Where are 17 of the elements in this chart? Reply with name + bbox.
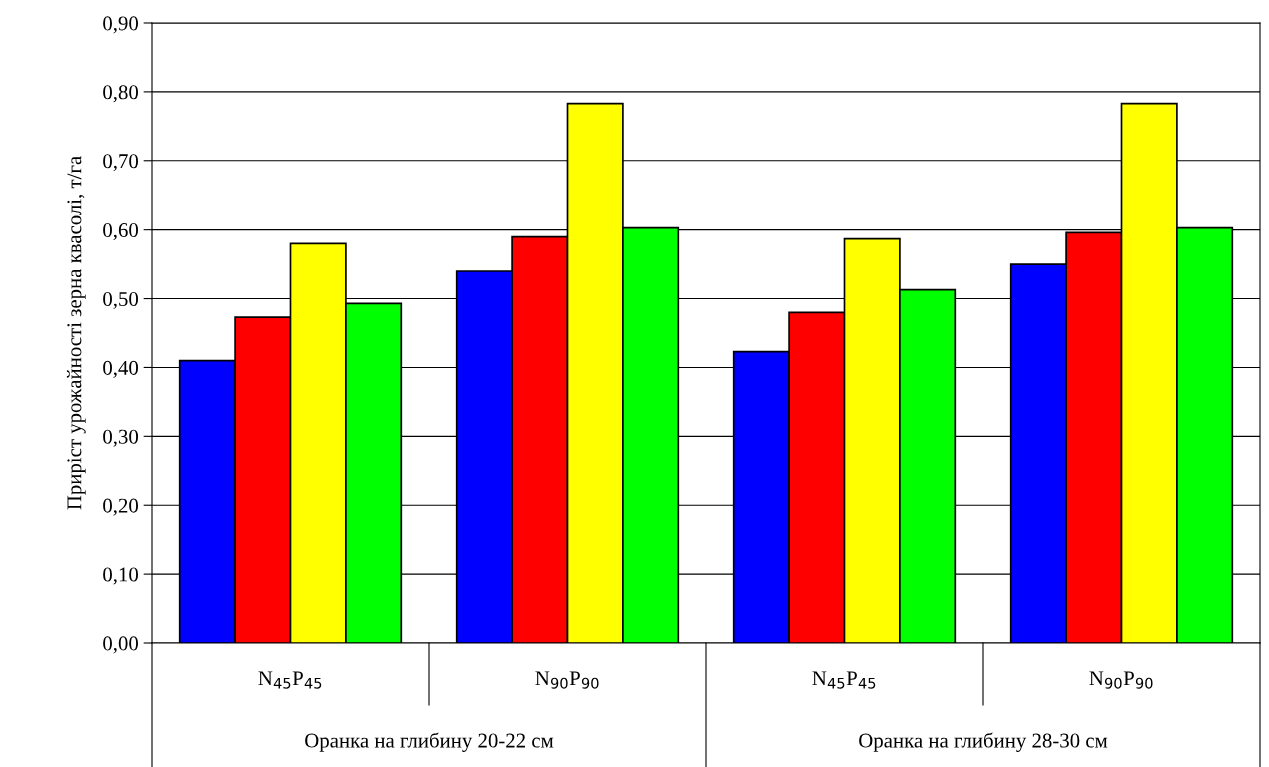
y-tick-label: 0,10 [103,567,139,585]
y-tick-label: 0,20 [103,498,139,516]
y-tick-label: 0,80 [103,85,139,103]
x-tick-label: N$_{90}$P$_{90}$ [535,671,599,689]
y-tick-label: 0,60 [103,223,139,241]
y-tick-label: 0,40 [103,360,139,378]
y-tick-label: 0,00 [103,636,139,654]
x-tick-label: N$_{45}$P$_{45}$ [812,671,876,689]
x-tick-label: N$_{90}$P$_{90}$ [1089,671,1153,689]
y-tick-label: 0,90 [103,16,139,34]
text: Оранка на глибину 28-30 см [859,732,1108,752]
y-tick-label: 0,30 [103,429,139,447]
text: Оранка на глибину 20-22 см [305,732,554,752]
y-axis-title: Приріст урожайності зерна квасолі, т/га [66,156,86,510]
y-tick-label: 0,70 [103,154,139,172]
y-tick-label: 0,50 [103,291,139,309]
x-tick-label: N$_{45}$P$_{45}$ [258,671,322,689]
